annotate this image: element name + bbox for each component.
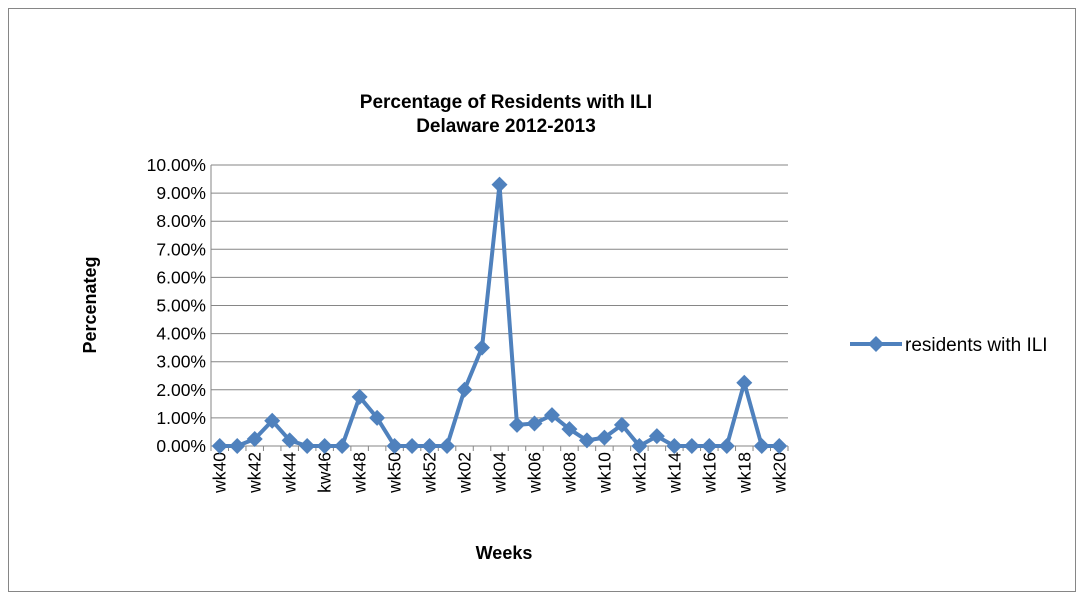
- data-point-marker: [508, 416, 525, 433]
- data-point-marker: [753, 438, 770, 454]
- y-tick-label: 8.00%: [156, 211, 206, 231]
- data-point-marker: [351, 388, 368, 405]
- x-tick-label: wk52: [420, 452, 440, 494]
- legend-label: residents with ILI: [905, 335, 1048, 356]
- data-point-marker: [421, 438, 438, 454]
- y-axis-title: Percenateg: [80, 256, 100, 353]
- x-tick-label: wk16: [699, 452, 719, 494]
- data-point-marker: [631, 438, 648, 454]
- data-point-marker: [491, 176, 508, 193]
- y-tick-label: 2.00%: [156, 380, 206, 400]
- y-tick-label: 4.00%: [156, 324, 206, 344]
- legend-marker-diamond: [868, 336, 884, 352]
- data-point-marker: [386, 438, 403, 454]
- data-point-marker: [648, 428, 665, 445]
- legend: residents with ILI: [850, 335, 1048, 356]
- y-tick-label: 7.00%: [156, 239, 206, 259]
- data-point-marker: [701, 438, 718, 454]
- y-tick-label: 1.00%: [156, 408, 206, 428]
- x-tick-label: wk02: [455, 452, 475, 494]
- data-point-marker: [543, 407, 560, 424]
- data-point-marker: [561, 421, 578, 438]
- y-tick-labels: 0.00% 1.00% 2.00% 3.00% 4.00% 5.00% 6.00% 7.00%…: [147, 155, 206, 456]
- x-tick-label: wk14: [664, 452, 684, 494]
- series-residents-with-ili: [211, 176, 788, 454]
- x-tick-label: wk18: [734, 452, 754, 494]
- data-point-marker: [299, 438, 316, 454]
- data-point-marker: [771, 438, 788, 454]
- x-axis-title: Weeks: [476, 543, 533, 563]
- data-point-marker: [736, 374, 753, 391]
- data-point-marker: [369, 409, 386, 426]
- data-point-marker: [316, 438, 333, 454]
- data-point-marker: [264, 412, 281, 429]
- data-point-marker: [578, 432, 595, 449]
- data-point-marker: [456, 381, 473, 398]
- x-tick-labels: wk40 wk42 wk44 kw46 wk48 wk50 wk52 wk02 wk04 wk06…: [210, 452, 790, 494]
- x-tick-label: wk06: [524, 452, 544, 494]
- y-tick-label: 5.00%: [156, 296, 206, 316]
- chart-title-line-2: Delaware 2012-2013: [416, 116, 596, 137]
- y-tick-label: 0.00%: [156, 436, 206, 456]
- chart-title-line-1: Percentage of Residents with ILI: [360, 92, 652, 113]
- data-point-marker: [474, 339, 491, 356]
- x-tick-label: wk12: [629, 452, 649, 494]
- data-point-marker: [439, 438, 456, 454]
- y-tick-label: 9.00%: [156, 183, 206, 203]
- data-point-marker: [334, 438, 351, 454]
- data-point-marker: [281, 432, 298, 449]
- y-tick-label: 10.00%: [147, 155, 206, 175]
- x-tick-label: wk08: [559, 452, 579, 494]
- data-point-marker: [404, 438, 421, 454]
- series-line: [219, 182, 780, 448]
- y-tick-label: 6.00%: [156, 267, 206, 287]
- data-point-marker: [596, 429, 613, 446]
- x-tick-label: wk10: [594, 452, 614, 494]
- data-point-marker: [229, 438, 246, 454]
- x-tick-label: wk20: [769, 452, 789, 494]
- x-tick-label: wk42: [245, 452, 265, 494]
- data-point-marker: [613, 416, 630, 433]
- x-tick-label: wk44: [280, 452, 300, 494]
- chart-area: [8, 8, 1076, 592]
- data-point-marker: [246, 430, 263, 447]
- x-tick-label: wk48: [350, 452, 370, 494]
- data-point-marker: [718, 438, 735, 454]
- data-point-marker: [211, 438, 228, 454]
- x-tick-label: kw46: [315, 452, 335, 493]
- data-point-marker: [526, 415, 543, 432]
- data-point-marker: [683, 438, 700, 454]
- x-tick-label: wk40: [210, 452, 230, 494]
- x-tick-label: wk04: [490, 452, 510, 494]
- y-tick-label: 3.00%: [156, 352, 206, 372]
- data-point-marker: [666, 438, 683, 454]
- x-tick-label: wk50: [385, 452, 405, 494]
